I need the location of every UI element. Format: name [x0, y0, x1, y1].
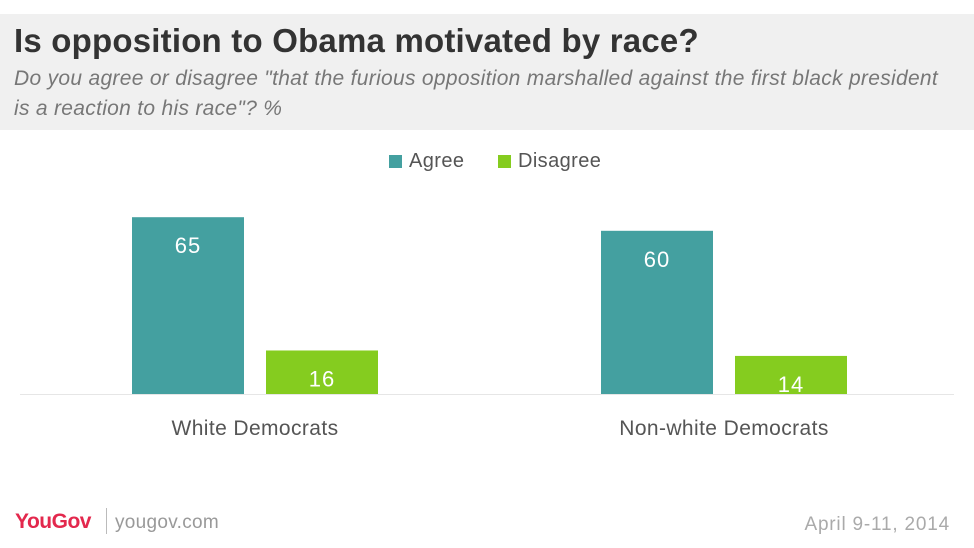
- category-label-white-democrats: White Democrats: [171, 417, 338, 440]
- legend-swatch-agree: [389, 155, 402, 168]
- legend-item-disagree: Disagree: [498, 150, 601, 173]
- legend-swatch-disagree: [498, 155, 511, 168]
- data-label-agree-white-democrats: 65: [175, 233, 201, 258]
- category-label-non-white-democrats: Non-white Democrats: [619, 417, 829, 440]
- legend: Agree Disagree: [0, 150, 974, 176]
- bar-disagree-white-democrats: [266, 350, 378, 394]
- chart-title: Is opposition to Obama motivated by race…: [14, 22, 699, 59]
- footer-separator: [106, 508, 107, 534]
- chart-subtitle: Do you agree or disagree "that the furio…: [14, 67, 939, 120]
- bar-agree-non-white-democrats: [601, 230, 713, 394]
- legend-item-agree: Agree: [389, 150, 464, 173]
- bar-disagree-non-white-democrats: [735, 355, 847, 394]
- legend-label-disagree: Disagree: [518, 150, 602, 172]
- bar-agree-white-democrats: [132, 217, 244, 394]
- footer-url: yougov.com: [115, 512, 220, 533]
- legend-label-agree: Agree: [409, 150, 465, 172]
- chart-header: Is opposition to Obama motivated by race…: [0, 14, 974, 130]
- survey-date: April 9-11, 2014: [804, 514, 950, 535]
- data-label-agree-non-white-democrats: 60: [644, 247, 670, 272]
- yougov-logo: YouGov: [15, 510, 91, 533]
- data-label-disagree-non-white-democrats: 14: [778, 372, 804, 397]
- data-label-disagree-white-democrats: 16: [309, 366, 335, 391]
